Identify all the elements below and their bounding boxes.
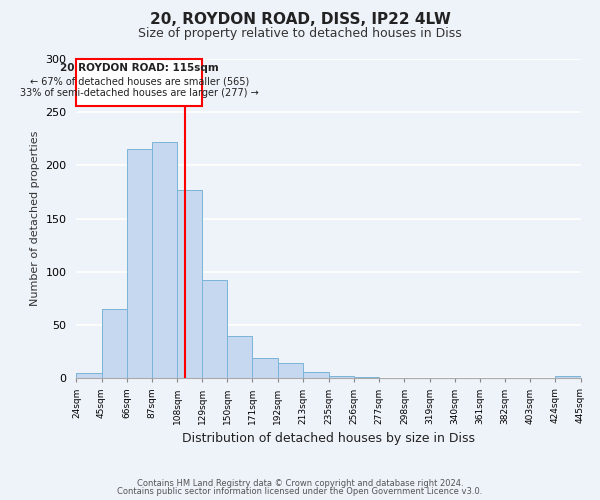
Text: Size of property relative to detached houses in Diss: Size of property relative to detached ho… [138, 28, 462, 40]
Bar [101, 309, 127, 378]
Bar [556, 376, 581, 378]
Text: ← 67% of detached houses are smaller (565): ← 67% of detached houses are smaller (56… [29, 76, 249, 86]
Bar [76, 373, 101, 378]
Text: Contains HM Land Registry data © Crown copyright and database right 2024.: Contains HM Land Registry data © Crown c… [137, 478, 463, 488]
X-axis label: Distribution of detached houses by size in Diss: Distribution of detached houses by size … [182, 432, 475, 445]
Bar [127, 150, 152, 378]
Bar [227, 336, 253, 378]
Bar [152, 142, 177, 378]
Text: 20 ROYDON ROAD: 115sqm: 20 ROYDON ROAD: 115sqm [60, 64, 218, 74]
Bar [302, 372, 329, 378]
Bar [354, 377, 379, 378]
Bar [278, 364, 302, 378]
FancyBboxPatch shape [76, 59, 202, 106]
Y-axis label: Number of detached properties: Number of detached properties [30, 131, 40, 306]
Text: 33% of semi-detached houses are larger (277) →: 33% of semi-detached houses are larger (… [20, 88, 259, 98]
Text: 20, ROYDON ROAD, DISS, IP22 4LW: 20, ROYDON ROAD, DISS, IP22 4LW [149, 12, 451, 28]
Text: Contains public sector information licensed under the Open Government Licence v3: Contains public sector information licen… [118, 487, 482, 496]
Bar [177, 190, 202, 378]
Bar [202, 280, 227, 378]
Bar [253, 358, 278, 378]
Bar [329, 376, 354, 378]
